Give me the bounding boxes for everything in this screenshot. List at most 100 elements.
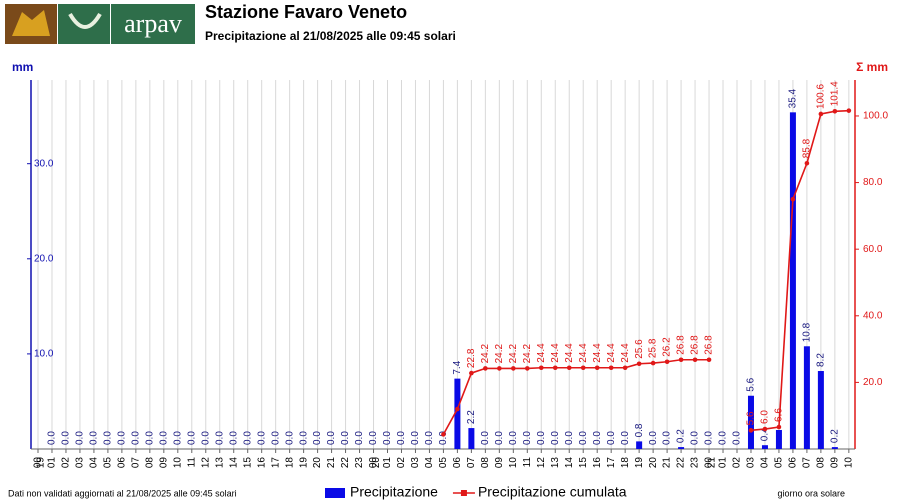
bar-label: 35.4: [788, 88, 799, 108]
x-tick-label: 02: [732, 457, 743, 469]
cumulative-label: 5.6: [746, 411, 757, 425]
x-tick-label: 18: [620, 457, 631, 469]
y2-tick-label: 20.0: [863, 377, 883, 388]
x-tick-label: 19: [298, 457, 309, 469]
bar-label: 0.0: [718, 431, 729, 445]
x-tick-label: 07: [466, 457, 477, 469]
cumulative-point: [525, 366, 530, 371]
bar-label: 0.0: [172, 431, 183, 445]
bar-label: 0.0: [61, 431, 72, 445]
bar-label: 0.0: [620, 431, 631, 445]
bar-label: 7.4: [452, 360, 463, 374]
bar-label: 0.0: [340, 431, 351, 445]
logo-lion-shape: [12, 10, 50, 36]
legend-label: Precipitazione cumulata: [478, 484, 627, 500]
y2-axis-label: Σ mm: [856, 60, 888, 74]
bar-label: 0.0: [508, 431, 519, 445]
x-tick-label: 23: [690, 457, 701, 469]
bar-label: 0.0: [242, 431, 253, 445]
bar-label: 0.0: [424, 431, 435, 445]
bar-label: 0.0: [592, 431, 603, 445]
y2-tick-label: 80.0: [863, 177, 883, 188]
x-tick-label: 13: [550, 457, 561, 469]
cumulative-label: 22.8: [466, 348, 477, 368]
bar-label: 0.0: [438, 431, 449, 445]
x-tick-label: 01: [382, 457, 393, 469]
x-tick-label: 07: [131, 457, 142, 469]
cumulative-point: [678, 357, 684, 363]
bar-label: 0.0: [89, 431, 100, 445]
bar-label: 0.0: [690, 431, 701, 445]
bar-label: 0.0: [522, 431, 533, 445]
x-tick-label: 17: [270, 457, 281, 469]
bar: [775, 429, 782, 449]
subtitle: Precipitazione al 21/08/2025 alle 09:45 …: [205, 29, 456, 43]
day-label: 20: [371, 457, 382, 469]
bar-label: 0.0: [396, 431, 407, 445]
cumulative-line: [442, 358, 710, 435]
bar: [678, 447, 685, 449]
x-tick-label: 04: [424, 457, 435, 469]
bar-label: 0.0: [228, 431, 239, 445]
x-tick-label: 08: [816, 457, 827, 469]
x-tick-label: 15: [242, 457, 253, 469]
cumulative-label: 6.0: [760, 410, 771, 424]
x-tick-label: 01: [718, 457, 729, 469]
x-tick-label: 03: [746, 457, 757, 469]
bar: [803, 346, 810, 449]
bar-label: 0.0: [732, 431, 743, 445]
bar-label: 5.6: [746, 377, 757, 391]
bar: [831, 447, 838, 449]
day-label: 19: [36, 457, 47, 469]
bar-label: 0.0: [284, 431, 295, 445]
bar: [789, 112, 796, 449]
cumulative-point: [566, 365, 572, 371]
footer-axis-note: giorno ora solare: [777, 488, 845, 498]
cumulative-point: [706, 357, 712, 363]
cumulative-point: [762, 426, 768, 432]
cumulative-label: 24.2: [480, 344, 491, 364]
x-tick-label: 21: [326, 457, 337, 469]
cumulative-point: [497, 366, 502, 371]
bar-label: 0.0: [326, 431, 337, 445]
bar-label: 0.0: [480, 431, 491, 445]
bar-label: 0.4: [760, 427, 771, 441]
x-tick-label: 15: [578, 457, 589, 469]
footer-note: Dati non validati aggiornati al 21/08/20…: [8, 488, 237, 498]
legend-label: Precipitazione: [350, 484, 438, 500]
cumulative-point: [650, 360, 656, 366]
cumulative-label: 24.4: [578, 343, 589, 363]
bar-label: 0.0: [578, 431, 589, 445]
bar-label: 0.0: [564, 431, 575, 445]
bar-label: 0.0: [270, 431, 281, 445]
x-tick-label: 22: [340, 457, 351, 469]
cumulative-label: 24.2: [522, 344, 533, 364]
cumulative-label: 100.6: [816, 84, 827, 109]
cumulative-point: [818, 111, 824, 117]
bar: [636, 441, 643, 449]
cumulative-point: [622, 365, 628, 371]
x-tick-label: 03: [410, 457, 421, 469]
x-tick-label: 10: [843, 457, 854, 469]
bar-label: 0.2: [676, 429, 687, 443]
logo: arpav: [5, 4, 195, 44]
bar-label: 0.0: [103, 431, 114, 445]
bar-label: 0.0: [256, 431, 267, 445]
bar-label: 10.8: [802, 322, 813, 342]
bar-label: 0.0: [117, 431, 128, 445]
x-tick-label: 18: [284, 457, 295, 469]
y2-tick-label: 40.0: [863, 310, 883, 321]
cumulative-label: 25.6: [634, 339, 645, 359]
cumulative-point: [594, 365, 600, 371]
bar-label: 0.8: [634, 423, 645, 437]
bar-label: 0.0: [144, 431, 155, 445]
bar-label: 0.0: [662, 431, 673, 445]
bar-label: 0.0: [648, 431, 659, 445]
x-tick-label: 05: [774, 457, 785, 469]
x-tick-label: 20: [648, 457, 659, 469]
x-tick-label: 12: [536, 457, 547, 469]
cumulative-point: [664, 359, 670, 365]
y-axis-label: mm: [12, 60, 33, 74]
cumulative-label: 26.8: [690, 335, 701, 355]
cumulative-point: [748, 428, 754, 433]
